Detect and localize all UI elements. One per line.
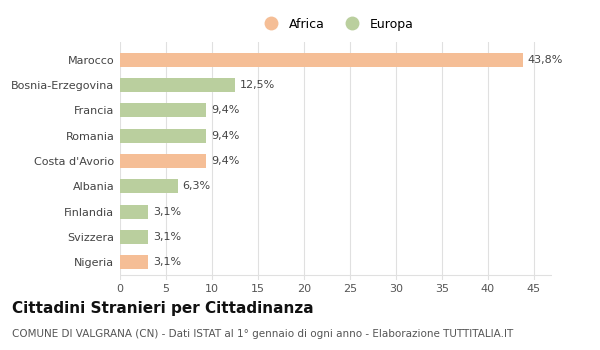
Bar bbox=[120, 154, 206, 168]
Bar bbox=[120, 230, 148, 244]
Text: 9,4%: 9,4% bbox=[211, 105, 239, 116]
Bar bbox=[120, 255, 148, 269]
Text: 12,5%: 12,5% bbox=[239, 80, 275, 90]
Text: 3,1%: 3,1% bbox=[153, 206, 181, 217]
Text: Cittadini Stranieri per Cittadinanza: Cittadini Stranieri per Cittadinanza bbox=[12, 301, 314, 316]
Legend: Africa, Europa: Africa, Europa bbox=[254, 13, 418, 36]
Bar bbox=[120, 78, 235, 92]
Text: 6,3%: 6,3% bbox=[182, 181, 211, 191]
Text: 3,1%: 3,1% bbox=[153, 232, 181, 242]
Bar bbox=[120, 104, 206, 117]
Bar bbox=[120, 53, 523, 67]
Text: 3,1%: 3,1% bbox=[153, 257, 181, 267]
Text: COMUNE DI VALGRANA (CN) - Dati ISTAT al 1° gennaio di ogni anno - Elaborazione T: COMUNE DI VALGRANA (CN) - Dati ISTAT al … bbox=[12, 329, 513, 339]
Text: 43,8%: 43,8% bbox=[527, 55, 563, 65]
Text: 9,4%: 9,4% bbox=[211, 156, 239, 166]
Bar bbox=[120, 205, 148, 218]
Bar bbox=[120, 129, 206, 143]
Bar bbox=[120, 179, 178, 193]
Text: 9,4%: 9,4% bbox=[211, 131, 239, 141]
